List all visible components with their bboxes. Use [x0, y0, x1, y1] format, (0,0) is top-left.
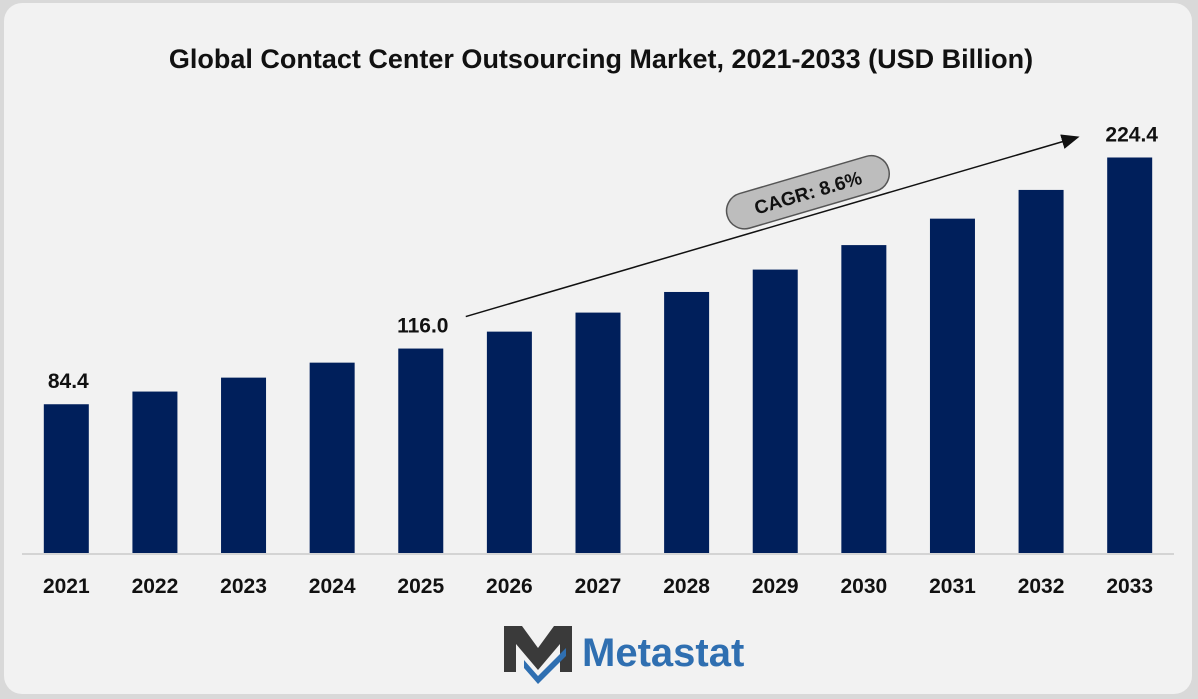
x-tick-label-2032: 2032 — [1018, 575, 1065, 598]
data-label-2025: 116.0 — [397, 315, 448, 338]
cagr-badge: CAGR: 8.6% — [725, 154, 890, 230]
x-tick-labels: 2021 2022 2023 2024 2025 2026 2027 2028 2029 2030… — [43, 575, 1153, 598]
bar-2029 — [752, 269, 798, 553]
bar-2025 — [398, 348, 444, 553]
x-tick-label-2026: 2026 — [486, 575, 533, 598]
metastat-logo: Metastat — [504, 626, 744, 684]
bar-2021 — [43, 404, 89, 553]
data-labels: 84.4 116.0 224.4 — [48, 123, 1158, 393]
bars — [43, 157, 1153, 554]
x-tick-label-2029: 2029 — [752, 575, 799, 598]
bar-2030 — [841, 245, 887, 553]
x-tick-label-2023: 2023 — [220, 575, 267, 598]
x-tick-label-2028: 2028 — [663, 575, 710, 598]
x-tick-label-2022: 2022 — [132, 575, 179, 598]
x-tick-label-2024: 2024 — [309, 575, 356, 598]
chart-title: Global Contact Center Outsourcing Market… — [169, 44, 1033, 74]
cagr-arrow — [465, 134, 1080, 318]
x-tick-label-2021: 2021 — [43, 575, 90, 598]
data-label-2033: 224.4 — [1105, 123, 1158, 146]
metastat-logo-accent — [524, 648, 566, 684]
x-tick-label-2030: 2030 — [840, 575, 887, 598]
bar-2023 — [221, 377, 267, 553]
x-tick-label-2031: 2031 — [929, 575, 976, 598]
bar-2027 — [575, 312, 621, 553]
bar-2033 — [1107, 157, 1153, 553]
bar-2022 — [132, 391, 178, 553]
x-tick-label-2027: 2027 — [575, 575, 622, 598]
bar-2028 — [664, 291, 710, 553]
x-tick-label-2033: 2033 — [1106, 575, 1153, 598]
logo-text: Metastat — [582, 631, 744, 675]
bar-2032 — [1018, 189, 1064, 554]
x-tick-label-2025: 2025 — [397, 575, 444, 598]
data-label-2021: 84.4 — [48, 370, 89, 393]
chart-card: Global Contact Center Outsourcing Market… — [4, 3, 1192, 694]
bar-chart: Global Contact Center Outsourcing Market… — [22, 44, 1174, 684]
bar-2031 — [929, 218, 975, 553]
metastat-logo-mark — [504, 626, 572, 672]
bar-2026 — [486, 331, 532, 553]
bar-2024 — [309, 362, 355, 553]
